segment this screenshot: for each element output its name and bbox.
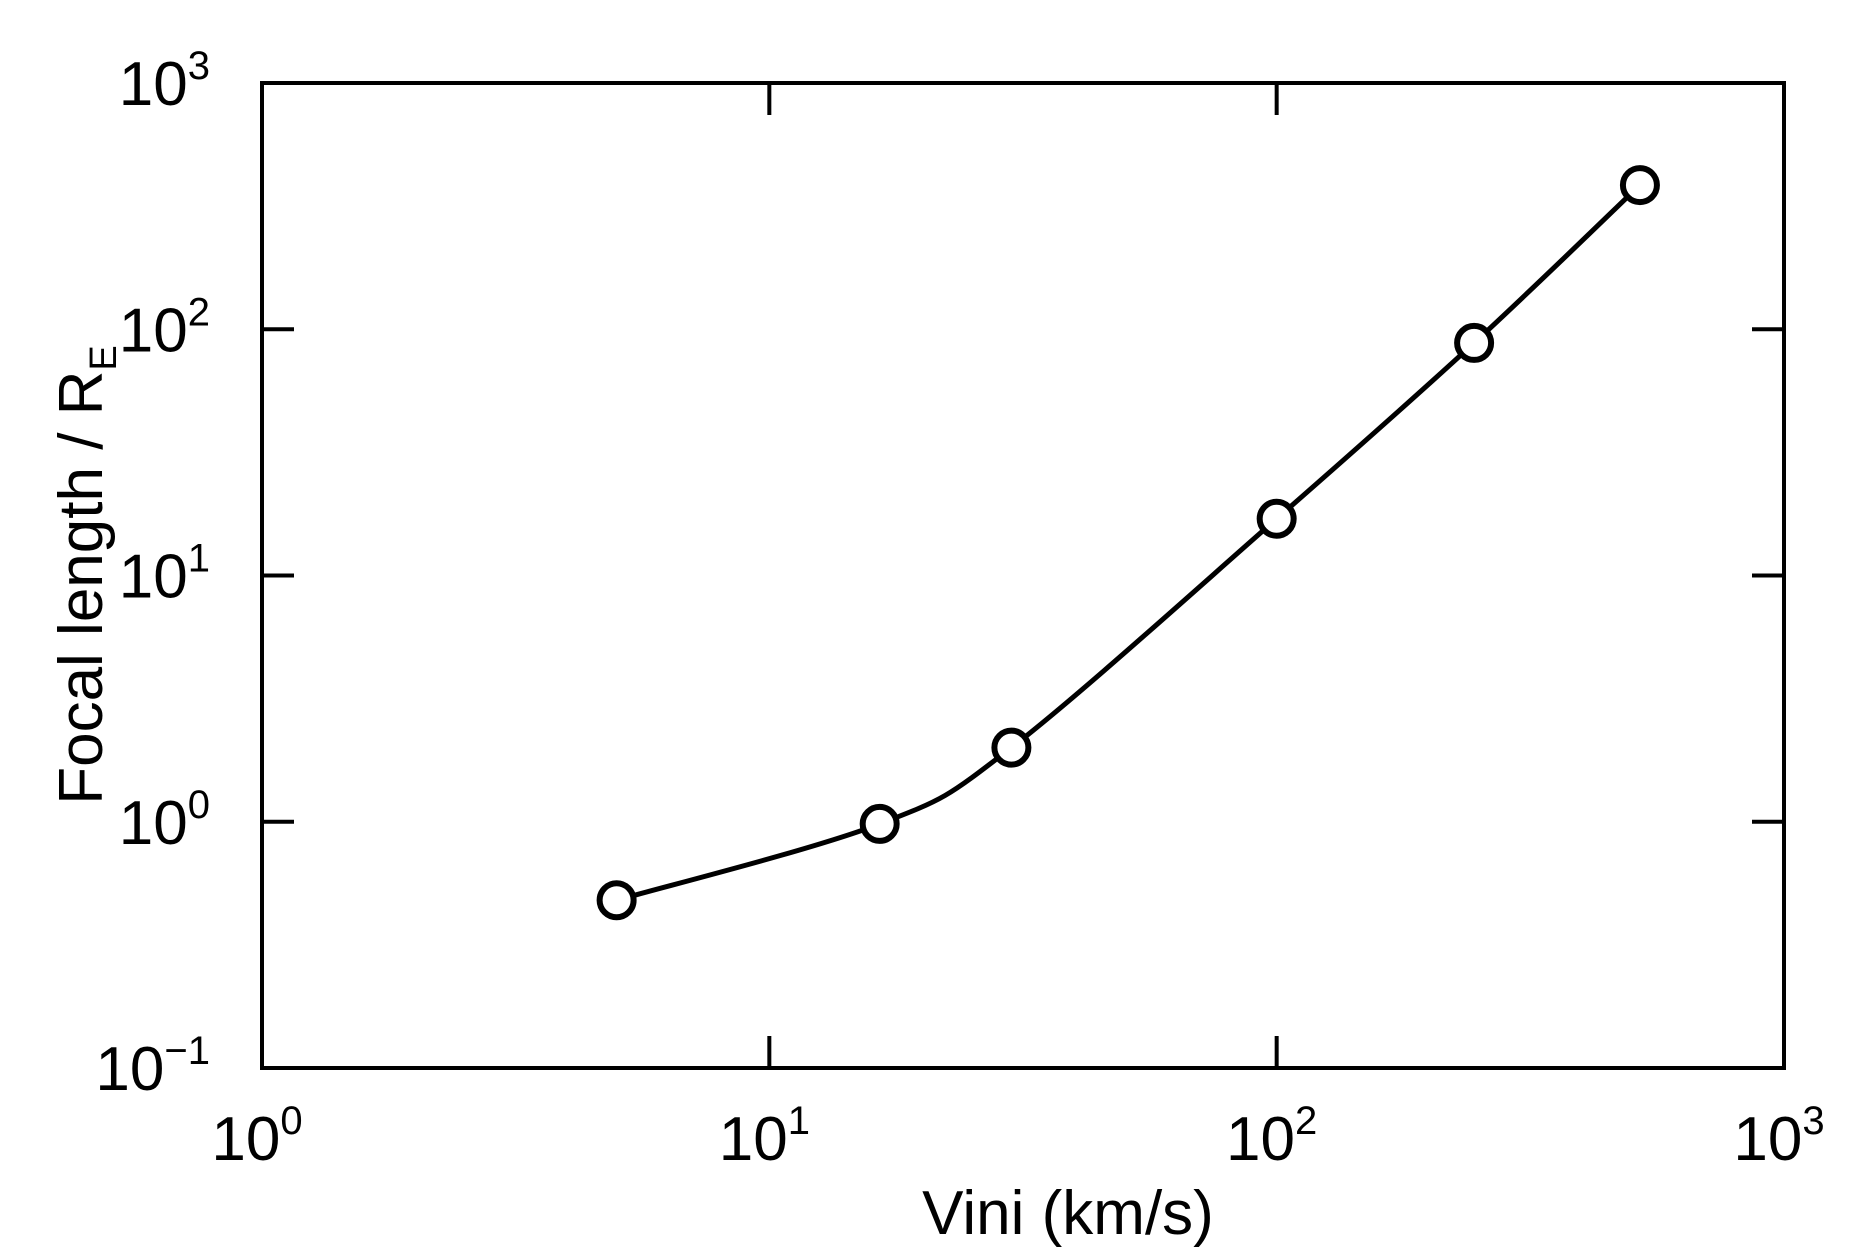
x-tick-label: 100 xyxy=(211,1099,302,1174)
y-tick-label: 101 xyxy=(119,537,210,612)
axis-ticks xyxy=(262,83,1784,1068)
x-tick-label: 101 xyxy=(719,1099,810,1174)
data-point-marker xyxy=(859,803,900,844)
series-markers xyxy=(596,165,1660,921)
data-point-marker xyxy=(596,880,637,921)
y-tick-label: 102 xyxy=(119,290,210,365)
y-tick-label: 103 xyxy=(119,44,210,119)
x-axis-label: Vini (km/s) xyxy=(922,1179,1214,1248)
data-point-marker xyxy=(991,727,1032,768)
plot-frame xyxy=(260,81,1786,1070)
data-point-marker xyxy=(1619,165,1660,206)
y-axis-label-subscript: E xyxy=(83,345,125,370)
data-point-marker xyxy=(1454,322,1495,363)
x-tick-label: 102 xyxy=(1226,1099,1317,1174)
y-tick-label: 100 xyxy=(119,783,210,858)
y-axis-label: Focal length / RE xyxy=(47,345,125,805)
x-tick-labels: 100 101 102 103 xyxy=(211,1099,1824,1174)
svg-text:Focal length / RE: Focal length / RE xyxy=(47,345,125,805)
y-tick-labels: 10−1 100 101 102 103 xyxy=(95,44,210,1104)
data-point-marker xyxy=(1256,498,1297,539)
y-axis-label-main: Focal length / R xyxy=(47,371,116,805)
y-tick-label: 10−1 xyxy=(95,1029,210,1104)
series-line xyxy=(614,182,1643,903)
x-tick-label: 103 xyxy=(1733,1099,1824,1174)
